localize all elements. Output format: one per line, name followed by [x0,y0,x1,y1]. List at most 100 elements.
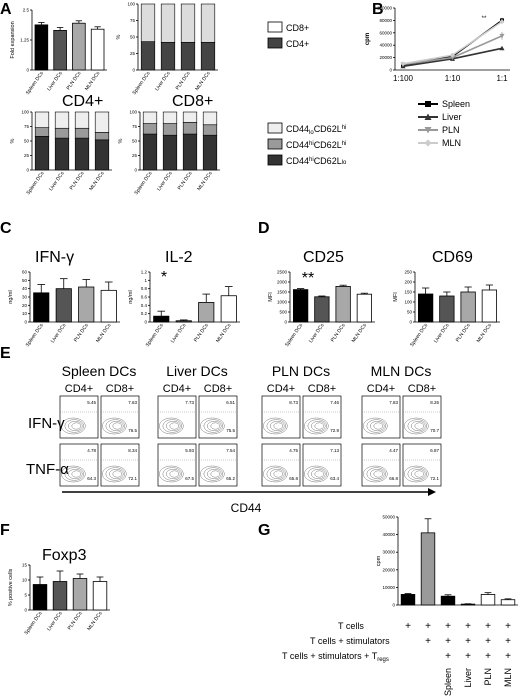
table-mark: + [445,651,451,662]
bar-segment [162,123,178,136]
y-tick-label: 200 [404,280,412,285]
table-mark: + [505,651,511,662]
point [499,45,505,51]
category-label: PLN DCs [67,610,84,631]
category-label: Liver DCs [170,322,188,344]
table-mark: + [485,636,491,647]
flow-value-upper: 5.93 [185,448,194,453]
category-label: Spleen DCs [23,610,44,636]
bar [460,603,476,606]
contour [307,419,327,433]
bar [314,296,330,323]
bar-segment [182,122,198,135]
x-tick-label: 1:100 [393,74,414,83]
category-label: PLN DCs [193,322,210,343]
y-tick-label: 0 [132,68,135,73]
flow-value-upper: 7.73 [185,400,194,405]
legend-label-cd4: CD4+ [286,39,309,49]
bar-segment [140,3,156,42]
y-axis-label: ng/ml [8,290,14,303]
contour [407,419,427,433]
category-label: Liver DCs [46,610,64,632]
flow-value-upper: 4.75 [289,448,298,453]
flow-plot [361,395,401,439]
flow-plot [198,395,238,439]
y-tick-label: 10000 [382,585,395,590]
category-label: MLN DCs [194,70,212,92]
bar [420,532,436,606]
y-tick-label: 75 [24,124,30,129]
bar [72,22,86,71]
flow-subgroup-label: CD8+ [308,383,336,395]
category-label: Spleen DCs [284,322,305,348]
y-axis-label: ng/ml [128,290,134,303]
flow-value-lower: 66.8 [389,476,398,481]
bar-chart-10: 0 10000 20000 30000 40000 50000 cpm [376,515,518,608]
panel-letter-e: E [0,345,11,362]
bar-segment [94,132,110,141]
y-tick-label: 50 [24,139,30,144]
title-cd25: CD25 [303,249,344,266]
y-tick-label: 20000 [382,567,395,572]
contour [207,421,222,432]
y-tick-label: 150 [404,290,412,295]
y-tick-label: 0 [24,320,27,325]
bar-segment [142,123,158,135]
bar-segment [94,139,110,171]
bar [175,320,192,323]
contour [363,465,388,483]
flow-value-upper: 8.26 [430,400,439,405]
contour [304,465,329,483]
category-label: MLN DCs [476,322,494,344]
contour [169,422,180,430]
category-label: Spleen DCs [25,70,46,96]
y-tick-label: 60000 [379,30,392,35]
legend-swatch-cd44hi-cd62llo [267,154,283,166]
legend-marker [425,101,431,107]
bar [400,594,416,606]
panel-letter-a: A [0,1,12,18]
bar-chart-0: 0 1.25 2.5 Fold expansion Spleen DCs Liver DC… [10,8,107,96]
flow-plot [100,443,140,487]
y-tick-label: 100 [129,110,137,115]
bar-segment [94,111,110,133]
y-tick-label: 15 [22,563,28,568]
table-mark: + [425,621,431,632]
bar [53,29,67,71]
y-tick-label: 0 [409,320,412,325]
point [499,19,505,25]
contour [203,467,224,481]
panel-letter-d: D [258,220,270,237]
contour [404,465,429,483]
flow-subgroup-label: CD4+ [65,383,93,395]
contour [407,467,427,481]
flow-value-upper: 7.13 [330,448,339,453]
y-tick-label: 50 [132,139,138,144]
contour [210,422,221,430]
contour [311,469,326,480]
table-mark: + [485,651,491,662]
bar-segment [34,136,50,171]
y-tick-label: 0 [389,68,392,73]
bar [52,581,68,611]
y-tick-label: 75 [132,124,138,129]
bar [198,302,215,323]
legend-label: MLN [442,138,461,148]
bar [78,286,95,323]
flow-value-lower: 70.7 [430,428,439,433]
y-axis-label: % positive cells [8,568,14,606]
contour [207,469,222,480]
bar-segment [74,111,90,129]
row-label-ifng: IFN-γ [28,415,65,432]
flow-value-lower: 67.5 [185,476,194,481]
bar-segment [182,111,198,123]
column-label: PLN [483,668,493,686]
bar [33,292,50,323]
y-axis-label: MFI [393,292,399,302]
legend-swatch-cd4 [267,37,283,49]
bar [55,288,72,323]
bar-segment [180,3,196,43]
treg-table: T cells T cells + stimulators T cells + st… [282,621,513,696]
column-label: MLN [503,668,513,687]
y-axis-label: cpm [376,555,382,566]
